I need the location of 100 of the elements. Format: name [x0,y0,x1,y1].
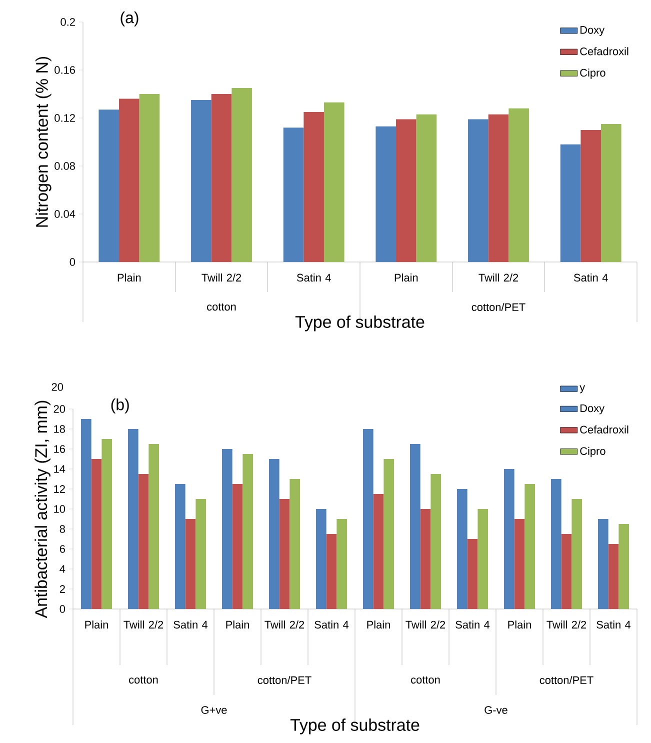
x-tick-label: Twill 2/2 [264,620,304,629]
bar [148,444,160,609]
y-tick-label: 0.08 [54,162,75,170]
text: cotton [129,676,158,684]
x-tick-label: Satin 4 [174,620,208,629]
bar [410,444,420,609]
bar [304,112,324,262]
bar [572,498,582,609]
bar [467,538,478,609]
bar [504,468,514,609]
y-tick-label: 4 [60,565,66,573]
y-tick-label: 18 [54,425,65,433]
y-tick-label: 10 [54,505,66,513]
legend-label: Cipro [580,68,606,79]
bar [139,94,160,262]
bar [508,108,529,262]
x-tick-label: Twill 2/2 [202,274,242,282]
bar [373,494,384,609]
text: cotton/PET [472,302,526,312]
y-axis-title: Nitrogen content (% N) [36,56,52,227]
y-tick-label: 0 [70,258,76,266]
bar [608,544,619,609]
text: cotton [207,303,236,311]
bar [514,518,525,609]
bar [185,518,196,609]
y-tick-label: 0.2 [60,18,75,26]
bar [362,428,374,609]
bar [283,128,304,262]
bar [316,508,326,609]
text: cotton [411,676,440,684]
legend-label: Cefadroxil [580,47,628,56]
y-tick-label: 0.04 [54,210,76,218]
x-tick-label: Satin 4 [314,620,349,629]
bar [268,458,280,609]
y-tick-label: 0 [60,605,66,613]
bar [336,518,348,609]
bar [222,448,232,609]
y-tick-label: 0.16 [54,66,75,74]
x-axis-title: Type of substrate [290,718,420,734]
y-tick-label: 14 [54,465,66,473]
legend-label: Doxy [580,26,605,36]
bar [478,508,488,609]
bar [384,458,394,609]
bar [119,98,140,262]
x-tick-label: Twill 2/2 [124,620,164,629]
bar [191,100,212,262]
x-tick-label: Twill 2/2 [546,620,586,629]
bar [550,478,562,609]
bar [102,438,112,609]
legend-label: Cefadroxil [580,425,628,434]
y-tick-label: 6 [60,545,65,553]
x-tick-label: Plain [85,620,108,629]
y-tick-label: 12 [54,485,65,493]
bar [211,94,232,262]
bar [468,119,488,262]
bar [560,144,581,262]
x-tick-label: Plain [394,274,418,282]
text: cotton/PET [540,676,594,684]
x-tick-label: Plain [508,620,531,629]
bar [128,428,138,609]
bar [324,102,344,262]
x-tick-label: Twill 2/2 [478,274,518,282]
bar [290,478,300,609]
x-tick-label: Satin 4 [296,274,331,282]
bar [279,498,290,609]
bar [326,534,337,609]
bar [232,88,252,262]
x-tick-label: Plain [226,620,249,629]
text: G-ve [484,706,508,714]
bar [232,484,243,609]
legend-label: y [580,385,586,394]
bar [376,126,396,262]
bar [580,130,601,262]
bar [174,484,186,609]
y-axis-title: Antibacterial activity (ZI, mm) [34,400,50,618]
bar [561,534,572,609]
legend-label: Cipro [580,446,606,458]
y-tick-label: 8 [60,525,65,533]
x-axis-title: Type of substrate [295,316,424,332]
bar [138,474,149,609]
x-tick-label: Twill 2/2 [406,620,446,629]
chart-title: (b) [111,398,129,414]
y-tick-label: 2 [60,585,65,593]
y-tick-label: 20 [54,405,66,413]
bar [98,110,120,262]
x-tick-label: Plain [118,274,141,282]
bar [524,484,536,609]
bar [242,454,254,609]
bar [196,498,206,609]
bar [618,524,630,609]
text: cotton/PET [258,676,312,684]
y-tick-label: 16 [54,445,65,453]
bar [456,488,468,609]
bar [430,474,442,609]
bar [488,114,509,262]
text: G+ve [201,706,227,714]
x-tick-label: Satin 4 [456,620,490,629]
legend-label: Doxy [580,404,605,414]
y-tick-label: 0.12 [54,114,75,122]
bar [598,518,608,609]
